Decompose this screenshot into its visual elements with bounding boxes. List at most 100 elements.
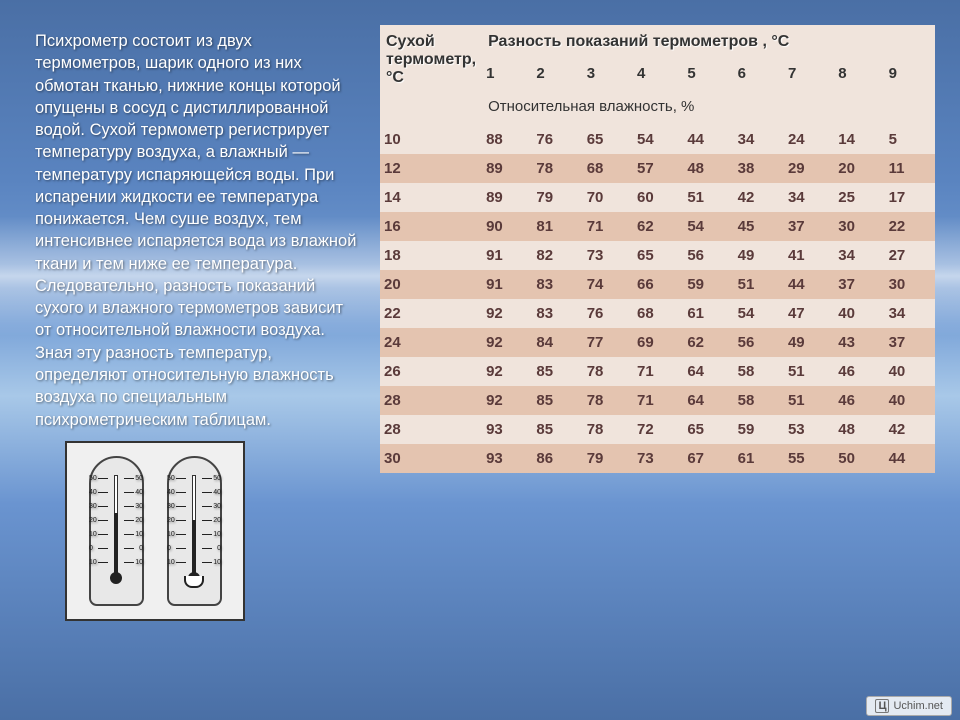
humidity-cell: 71 xyxy=(633,386,683,415)
footer-attribution: ЦUchim.net xyxy=(866,696,952,716)
humidity-cell: 58 xyxy=(734,386,784,415)
humidity-cell: 77 xyxy=(583,328,633,357)
humidity-cell: 11 xyxy=(885,154,935,183)
humidity-cell: 44 xyxy=(885,444,935,473)
diff-col-header: 2 xyxy=(532,59,582,88)
humidity-cell: 61 xyxy=(734,444,784,473)
diff-col-header: 7 xyxy=(784,59,834,88)
humidity-cell: 58 xyxy=(734,357,784,386)
diff-col-header: 3 xyxy=(583,59,633,88)
humidity-cell: 78 xyxy=(583,386,633,415)
humidity-cell: 53 xyxy=(784,415,834,444)
humidity-cell: 56 xyxy=(683,241,733,270)
humidity-cell: 65 xyxy=(583,125,633,154)
humidity-cell: 54 xyxy=(734,299,784,328)
humidity-cell: 30 xyxy=(834,212,884,241)
table-row: 22928376686154474034 xyxy=(380,299,935,328)
humidity-cell: 61 xyxy=(683,299,733,328)
table-row: 16908171625445373022 xyxy=(380,212,935,241)
humidity-cell: 78 xyxy=(583,357,633,386)
humidity-cell: 71 xyxy=(583,212,633,241)
humidity-cell: 43 xyxy=(834,328,884,357)
diff-col-header: 1 xyxy=(482,59,532,88)
dry-temp-cell: 18 xyxy=(380,241,482,270)
table-row: 28938578726559534842 xyxy=(380,415,935,444)
humidity-cell: 74 xyxy=(583,270,633,299)
humidity-cell: 59 xyxy=(683,270,733,299)
humidity-cell: 55 xyxy=(784,444,834,473)
humidity-cell: 89 xyxy=(482,183,532,212)
psychrometric-table: Сухой термометр, °С Разность показаний т… xyxy=(380,25,935,473)
humidity-cell: 65 xyxy=(633,241,683,270)
table-row: 1088766554443424145 xyxy=(380,125,935,154)
humidity-cell: 20 xyxy=(834,154,884,183)
humidity-cell: 44 xyxy=(683,125,733,154)
humidity-cell: 24 xyxy=(784,125,834,154)
humidity-cell: 49 xyxy=(734,241,784,270)
humidity-cell: 37 xyxy=(834,270,884,299)
table-row: 30938679736761555044 xyxy=(380,444,935,473)
humidity-cell: 40 xyxy=(885,357,935,386)
humidity-cell: 37 xyxy=(885,328,935,357)
humidity-cell: 46 xyxy=(834,357,884,386)
humidity-cell: 25 xyxy=(834,183,884,212)
humidity-cell: 85 xyxy=(532,415,582,444)
humidity-cell: 64 xyxy=(683,386,733,415)
dry-temp-cell: 24 xyxy=(380,328,482,357)
humidity-cell: 92 xyxy=(482,357,532,386)
humidity-cell: 79 xyxy=(532,183,582,212)
table-row: 20918374665951443730 xyxy=(380,270,935,299)
humidity-cell: 83 xyxy=(532,299,582,328)
humidity-cell: 89 xyxy=(482,154,532,183)
humidity-cell: 51 xyxy=(784,357,834,386)
diff-col-header: 8 xyxy=(834,59,884,88)
dry-temp-cell: 20 xyxy=(380,270,482,299)
humidity-cell: 57 xyxy=(633,154,683,183)
wet-thermometer: 50504040303020201010001010 xyxy=(167,456,222,606)
humidity-cell: 69 xyxy=(633,328,683,357)
humidity-cell: 5 xyxy=(885,125,935,154)
humidity-cell: 71 xyxy=(633,357,683,386)
dry-temp-cell: 16 xyxy=(380,212,482,241)
humidity-cell: 51 xyxy=(784,386,834,415)
dry-temp-cell: 28 xyxy=(380,415,482,444)
humidity-cell: 92 xyxy=(482,386,532,415)
humidity-cell: 84 xyxy=(532,328,582,357)
humidity-cell: 27 xyxy=(885,241,935,270)
humidity-cell: 93 xyxy=(482,444,532,473)
humidity-cell: 48 xyxy=(834,415,884,444)
humidity-cell: 68 xyxy=(583,154,633,183)
humidity-cell: 83 xyxy=(532,270,582,299)
humidity-cell: 34 xyxy=(834,241,884,270)
humidity-cell: 82 xyxy=(532,241,582,270)
dry-temp-cell: 10 xyxy=(380,125,482,154)
humidity-cell: 40 xyxy=(885,386,935,415)
humidity-cell: 54 xyxy=(633,125,683,154)
header-relative-humidity: Относительная влажность, % xyxy=(482,88,935,125)
humidity-cell: 81 xyxy=(532,212,582,241)
humidity-cell: 92 xyxy=(482,299,532,328)
humidity-cell: 62 xyxy=(683,328,733,357)
dry-thermometer: 50504040303020201010001010 xyxy=(89,456,144,606)
humidity-cell: 54 xyxy=(683,212,733,241)
footer-text: Uchim.net xyxy=(893,700,943,712)
diff-col-header: 6 xyxy=(734,59,784,88)
humidity-cell: 45 xyxy=(734,212,784,241)
diff-col-header: 9 xyxy=(885,59,935,88)
humidity-cell: 79 xyxy=(583,444,633,473)
description-text: Психрометр состоит из двух термометров, … xyxy=(35,30,360,431)
table-row: 24928477696256494337 xyxy=(380,328,935,357)
humidity-cell: 17 xyxy=(885,183,935,212)
humidity-cell: 44 xyxy=(784,270,834,299)
humidity-cell: 92 xyxy=(482,328,532,357)
dry-temp-cell: 28 xyxy=(380,386,482,415)
humidity-cell: 38 xyxy=(734,154,784,183)
humidity-cell: 93 xyxy=(482,415,532,444)
humidity-cell: 40 xyxy=(834,299,884,328)
humidity-cell: 70 xyxy=(583,183,633,212)
humidity-cell: 49 xyxy=(784,328,834,357)
humidity-cell: 85 xyxy=(532,357,582,386)
humidity-cell: 85 xyxy=(532,386,582,415)
humidity-cell: 73 xyxy=(583,241,633,270)
humidity-cell: 51 xyxy=(734,270,784,299)
